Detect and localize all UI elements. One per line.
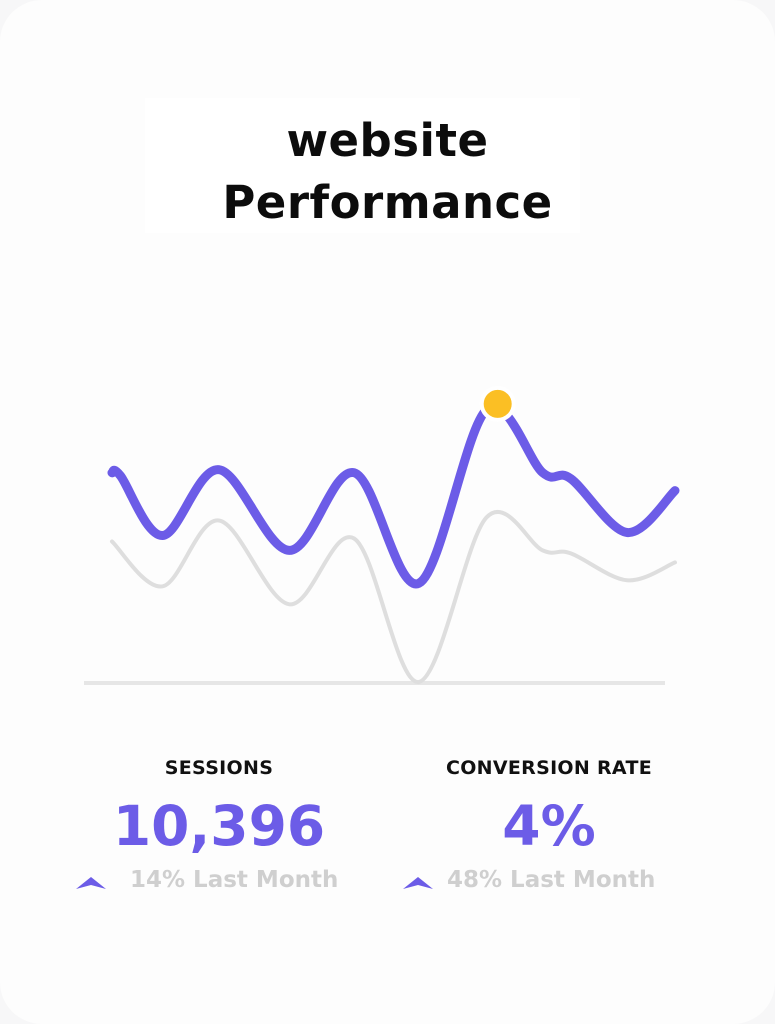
title-line-2: Performance <box>222 176 553 229</box>
series-0-point-4 <box>286 547 292 553</box>
series-0-point-2 <box>160 533 166 539</box>
series-1-point-10 <box>672 559 678 565</box>
series-0-point-11 <box>672 488 678 494</box>
series-secondary-line <box>110 509 677 684</box>
series-0-point-9 <box>568 476 574 482</box>
conversion-change: 48% Last Month <box>447 867 656 893</box>
sessions-label: SESSIONS <box>164 757 274 779</box>
series-0-point-1 <box>117 473 123 479</box>
series-1-point-0 <box>109 539 115 545</box>
series-1-point-5 <box>416 679 422 685</box>
series-1-point-6 <box>483 515 489 521</box>
series-1-point-1 <box>160 583 166 589</box>
series-1-point-7 <box>540 547 546 553</box>
series-1-point-8 <box>568 550 574 556</box>
series-0-point-6 <box>416 580 422 586</box>
series-1-point-2 <box>216 518 222 524</box>
peak-highlight-dot[interactable] <box>479 385 516 422</box>
arrow-up-icon <box>403 877 433 889</box>
series-0-point-3 <box>216 467 222 473</box>
series-1-point-3 <box>286 601 292 607</box>
conversion-label: CONVERSION RATE <box>445 757 653 779</box>
arrow-up-icon <box>76 877 106 889</box>
title-background <box>145 98 580 233</box>
series-primary-line <box>107 402 680 589</box>
conversion-stat: CONVERSION RATE 4% <box>389 757 709 859</box>
chart-title: website Performance <box>0 110 775 234</box>
sessions-value: 10,396 <box>112 794 326 858</box>
sessions-stat: SESSIONS 10,396 <box>59 757 379 859</box>
conversion-value: 4% <box>502 794 596 858</box>
series-0-point-8 <box>540 470 546 476</box>
series-0-point-0 <box>109 470 115 476</box>
sessions-change: 14% Last Month <box>130 867 339 893</box>
series-0-point-10 <box>624 530 630 536</box>
series-0-point-5 <box>351 470 357 476</box>
series-1-point-4 <box>351 536 357 542</box>
title-line-1: website <box>286 114 489 167</box>
series-1-point-9 <box>624 577 630 583</box>
